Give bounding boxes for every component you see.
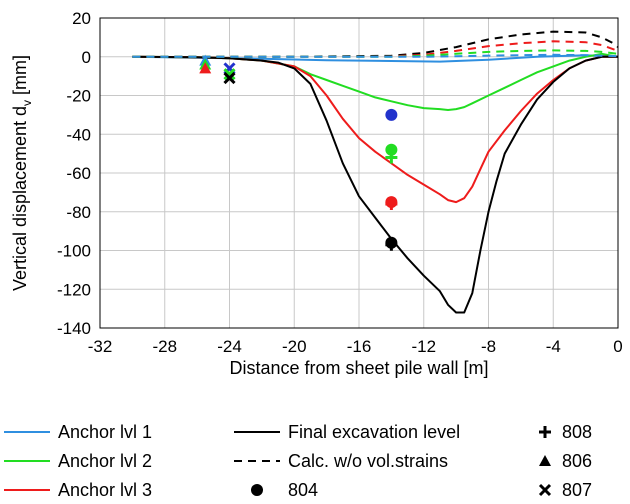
legend-label: 806 [562,451,592,471]
y-tick-label: -120 [57,280,91,299]
legend-label: Calc. w/o vol.strains [288,451,448,471]
marker-plus [385,151,398,164]
y-tick-label: -80 [66,203,91,222]
series-line [132,53,619,58]
x-axis-label: Distance from sheet pile wall [m] [229,358,488,378]
legend-swatch [538,483,552,497]
marker-layer [199,54,398,251]
marker-circle [385,143,398,156]
legend-label: 804 [288,480,318,500]
y-axis-label-main: Vertical displacement d [10,106,30,291]
legend-item: 808 [539,422,592,442]
legend-item: Anchor lvl 1 [4,422,152,442]
grid [99,17,619,329]
legend-swatch [539,426,551,438]
legend-swatch [539,455,551,466]
legend-label: 808 [562,422,592,442]
x-tick-labels: -32 -28 -24 -20 -16 -12 -8 -4 0 [88,337,623,356]
x-tick-label: -16 [347,337,372,356]
x-tick-label: -4 [546,337,561,356]
x-tick-label: -12 [411,337,436,356]
marker-plus [385,238,398,251]
y-tick-label: -40 [66,125,91,144]
y-tick-label: -60 [66,164,91,183]
x-tick-label: -8 [481,337,496,356]
marker-plus [385,198,398,210]
legend-item: Calc. w/o vol.strains [234,451,448,471]
legend-swatch [251,484,263,496]
series-line [132,55,618,314]
x-tick-label: -20 [282,337,307,356]
series-layer [132,30,619,314]
legend-label: 807 [562,480,592,500]
marker-circle [385,108,398,121]
marker-cross [223,68,236,81]
x-tick-label: -28 [152,337,177,356]
y-tick-label: -100 [57,242,91,261]
y-axis-label-sub: v [20,100,34,106]
y-tick-labels: 20 0 -20 -40 -60 -80 -100 -120 -140 [57,9,91,338]
legend-label: Anchor lvl 3 [58,480,152,500]
y-tick-label: 0 [82,48,91,67]
x-tick-label: -32 [88,337,113,356]
legend-label: Anchor lvl 1 [58,422,152,442]
plot-frame [99,17,619,329]
y-tick-label: -20 [66,87,91,106]
legend-item: Anchor lvl 3 [4,480,152,500]
series-line [132,55,618,204]
x-tick-label: -24 [217,337,242,356]
y-axis-label-unit: [mm] [10,55,30,95]
y-tick-label: -140 [57,319,91,338]
y-tick-label: 20 [72,9,91,28]
legend: Anchor lvl 1 Final excavation level 808 Anc… [4,422,592,500]
y-axis-label: Vertical displacement dv [mm] [10,55,34,291]
x-tick-label: 0 [613,337,622,356]
legend-item: Anchor lvl 2 [4,451,152,471]
legend-item: Final excavation level [234,422,460,442]
legend-item: 806 [539,451,592,471]
marker-cross [223,72,236,85]
legend-label: Anchor lvl 2 [58,451,152,471]
series-line [132,30,619,58]
legend-item: 807 [538,480,592,500]
legend-label: Final excavation level [288,422,460,442]
legend-item: 804 [251,480,318,500]
marker-triangle [199,62,212,74]
